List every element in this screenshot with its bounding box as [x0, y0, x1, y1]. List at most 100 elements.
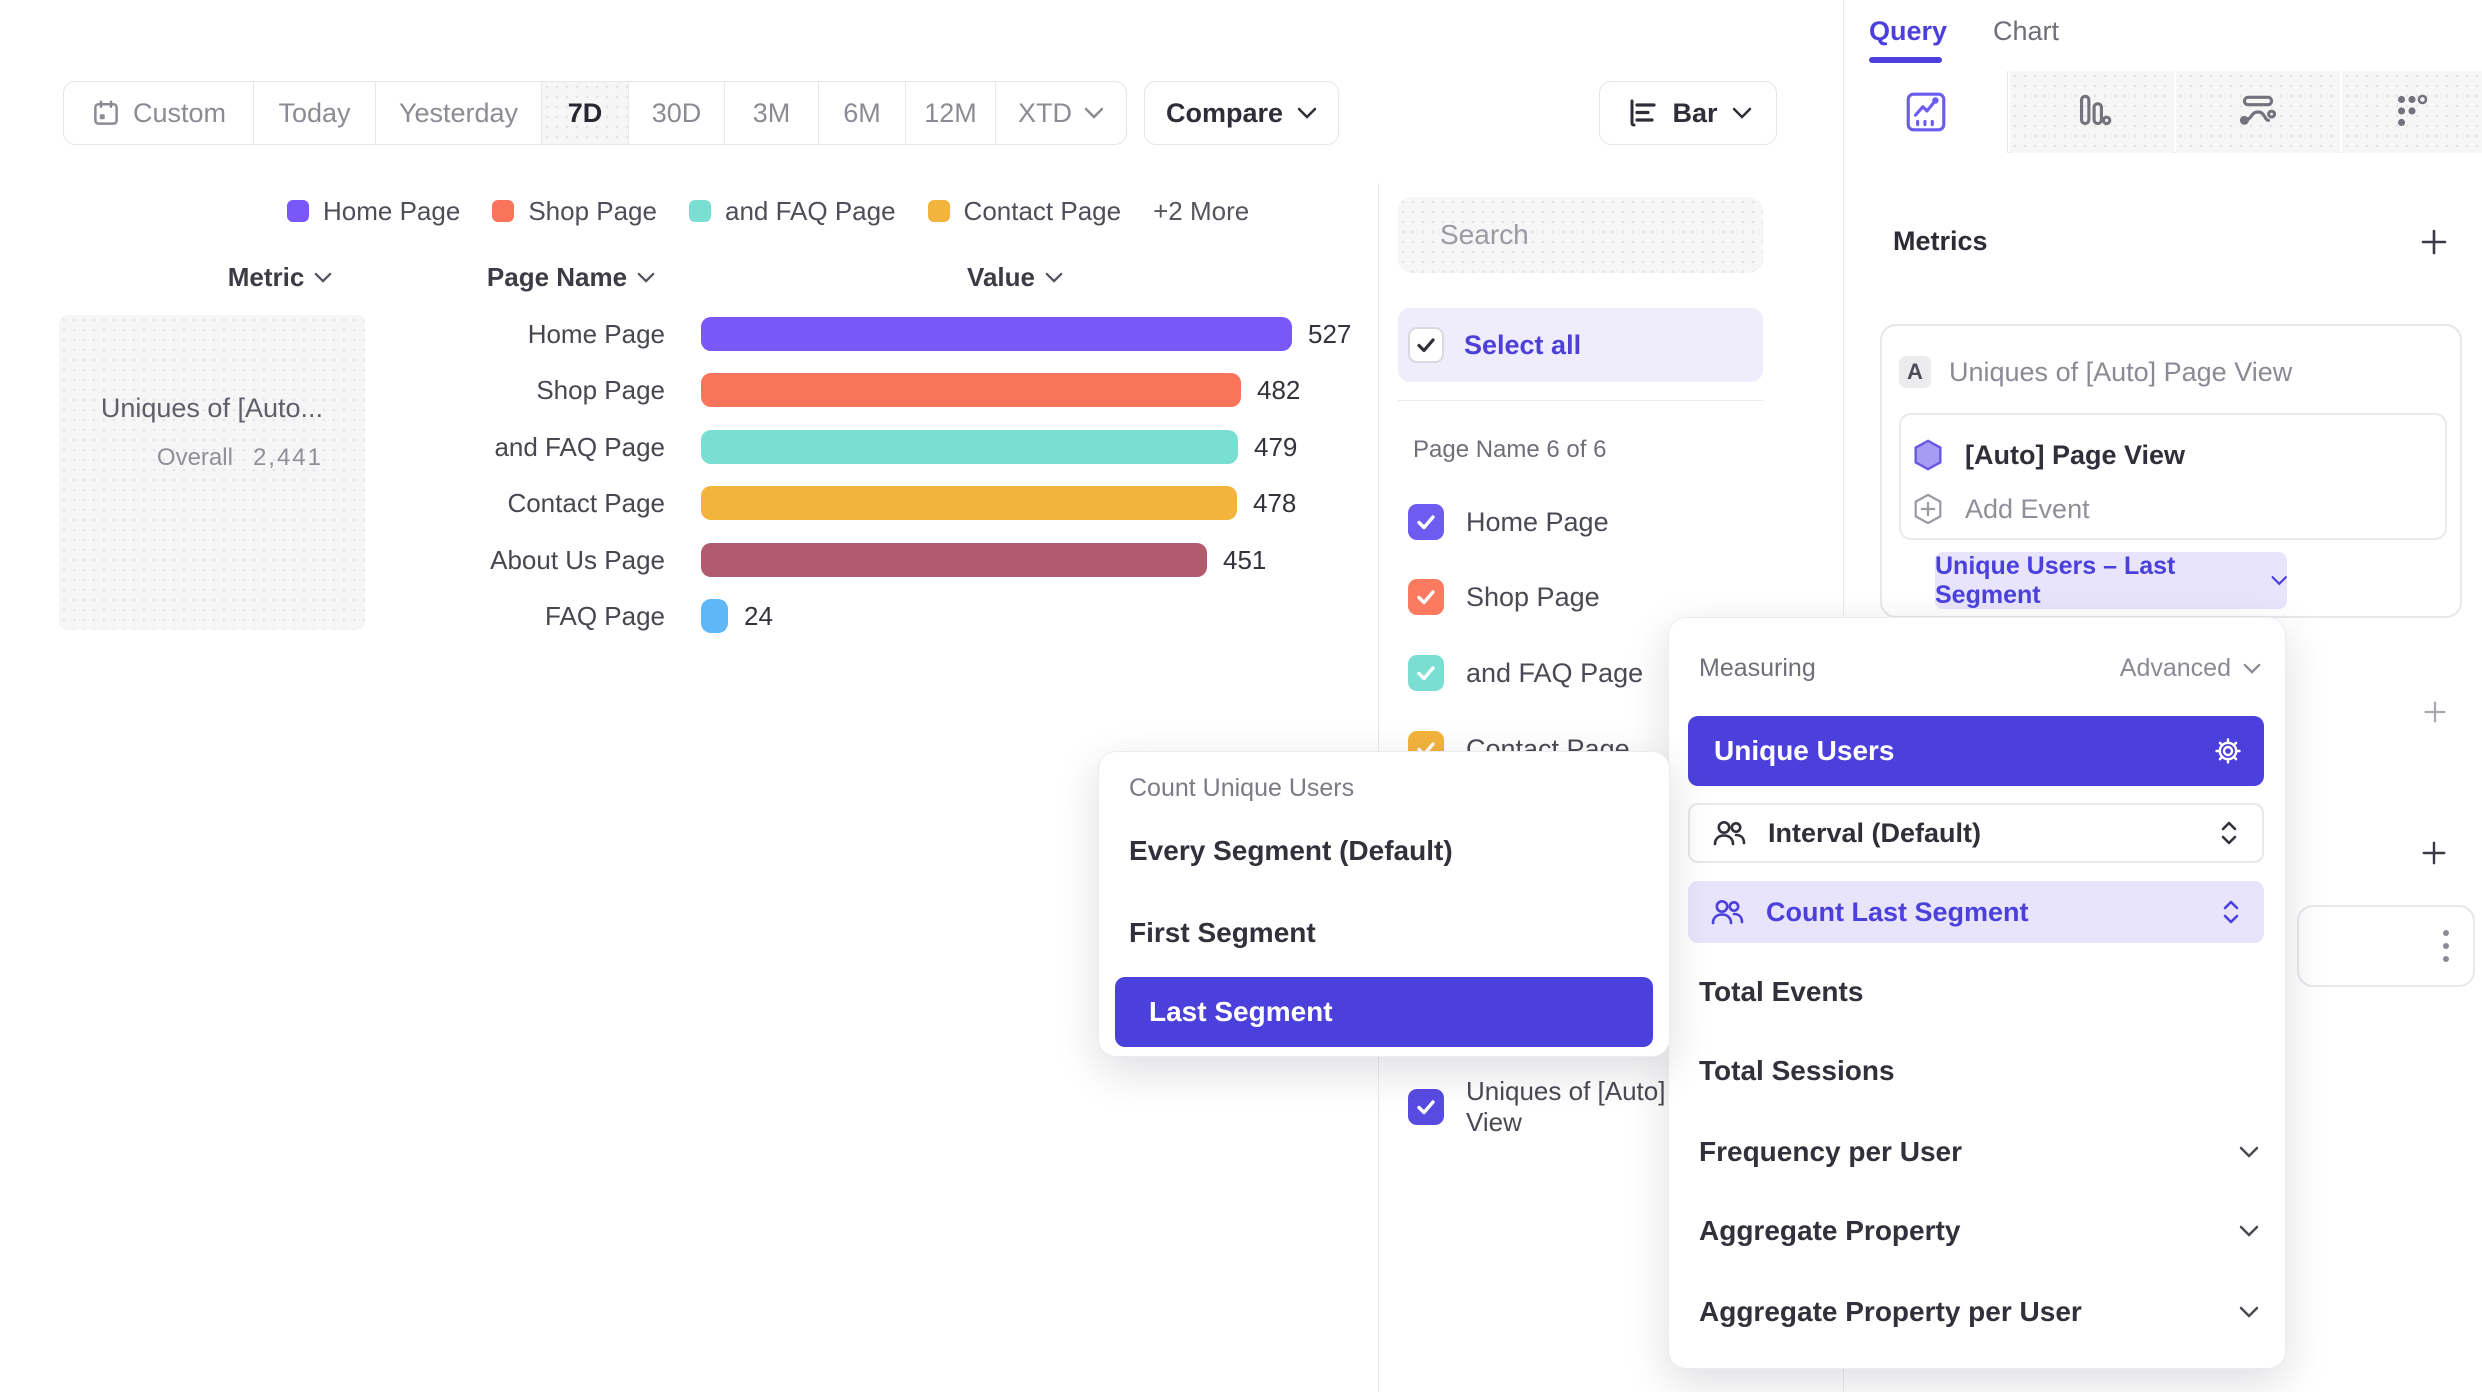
count-dropdown: Count Unique Users Every Segment (Defaul… [1098, 751, 1670, 1057]
select-all-checkbox[interactable] [1408, 327, 1444, 363]
report-type-insights[interactable] [1844, 71, 2009, 153]
chevron-down-icon [2239, 1225, 2259, 1237]
tab-query[interactable]: Query [1869, 16, 1948, 46]
count-last-segment-row[interactable]: Count Last Segment [1688, 881, 2264, 943]
bar-value: 479 [1254, 431, 1298, 462]
metrics-heading: Metrics [1893, 226, 1988, 256]
bar[interactable] [701, 486, 1237, 520]
people-icon [1711, 900, 1744, 925]
search-input[interactable] [1440, 219, 1801, 251]
range-today[interactable]: Today [253, 82, 375, 144]
metric-cell[interactable]: Uniques of [Auto... Overall 2,441 [59, 315, 365, 630]
checkbox[interactable] [1408, 504, 1444, 540]
compare-button[interactable]: Compare [1144, 81, 1339, 145]
gear-icon[interactable] [2214, 737, 2242, 765]
option-frequency-per-user[interactable]: Frequency per User [1699, 1132, 2259, 1172]
bar[interactable] [701, 543, 1207, 577]
bar[interactable] [701, 599, 728, 633]
chevron-down-icon [2271, 576, 2287, 586]
add-metric-button[interactable] [2420, 228, 2448, 261]
column-header-page-name[interactable]: Page Name [461, 262, 681, 293]
tab-chart[interactable]: Chart [1993, 16, 2060, 46]
bar-label: Contact Page [507, 487, 665, 518]
dropdown-title: Count Unique Users [1129, 774, 1355, 802]
bar[interactable] [701, 317, 1292, 351]
add-event-icon [1914, 493, 1942, 525]
column-header-value[interactable]: Value [915, 262, 1115, 293]
checkbox[interactable] [1408, 1089, 1444, 1125]
filter-item-uniques-metric[interactable]: Uniques of [Auto] View [1408, 1076, 1665, 1138]
checkbox[interactable] [1408, 579, 1444, 615]
column-header-metric[interactable]: Metric [180, 262, 380, 293]
report-type-funnels[interactable] [2010, 71, 2174, 153]
range-3m[interactable]: 3M [724, 82, 818, 144]
bar-value: 24 [744, 600, 773, 631]
range-7d[interactable]: 7D [541, 82, 628, 144]
legend-swatch [927, 200, 950, 222]
legend-more[interactable]: +2 More [1153, 195, 1250, 226]
metric-letter-badge: A [1899, 356, 1931, 388]
check-icon [1417, 666, 1435, 681]
add-filter-button[interactable] [2423, 700, 2447, 729]
more-options-icon[interactable] [2443, 930, 2449, 962]
option-total-events[interactable]: Total Events [1699, 976, 1864, 1007]
event-card: [Auto] Page View Add Event [1899, 413, 2447, 540]
legend-item[interactable]: and FAQ Page [688, 196, 896, 227]
measuring-selected-unique-users[interactable]: Unique Users [1688, 716, 2264, 786]
stepper-icon [2221, 821, 2237, 845]
add-breakdown-button[interactable] [2421, 840, 2447, 871]
option-last-segment-selected[interactable]: Last Segment [1115, 977, 1653, 1047]
bar-label: About Us Page [490, 544, 665, 575]
range-yesterday[interactable]: Yesterday [375, 82, 541, 144]
bar-label: FAQ Page [545, 600, 665, 631]
line-chart-icon [1906, 92, 1946, 132]
add-event-row[interactable]: Add Event [1913, 487, 2090, 531]
measuring-header: Measuring Advanced [1699, 654, 2261, 683]
flow-chart-icon [2240, 95, 2277, 125]
range-12m[interactable]: 12M [905, 82, 995, 144]
filter-item-shop-page[interactable]: Shop Page [1408, 579, 1600, 615]
bar[interactable] [701, 430, 1238, 464]
legend-item[interactable]: Contact Page [927, 196, 1121, 227]
chevron-down-icon [2239, 1306, 2259, 1318]
bar-value: 451 [1223, 544, 1267, 575]
option-aggregate-property-per-user[interactable]: Aggregate Property per User [1699, 1292, 2259, 1332]
legend-item[interactable]: Shop Page [492, 196, 657, 227]
metric-row-a[interactable]: A Uniques of [Auto] Page View [1899, 356, 2292, 388]
check-icon [1417, 338, 1435, 353]
breakdown-card [2297, 905, 2475, 987]
range-xtd[interactable]: XTD [995, 82, 1126, 144]
plus-icon [2421, 229, 2447, 255]
option-aggregate-property[interactable]: Aggregate Property [1699, 1211, 2259, 1251]
filter-item-and-faq-page[interactable]: and FAQ Page [1408, 655, 1643, 691]
range-6m[interactable]: 6M [818, 82, 905, 144]
option-total-sessions[interactable]: Total Sessions [1699, 1055, 1895, 1086]
interval-default-row[interactable]: Interval (Default) [1688, 803, 2264, 863]
checkbox[interactable] [1408, 655, 1444, 691]
bar-row: About Us Page 451 [425, 543, 1266, 577]
bar-value: 478 [1253, 487, 1297, 518]
option-every-segment[interactable]: Every Segment (Default) [1129, 835, 1453, 866]
report-type-flows[interactable] [2175, 71, 2341, 153]
range-custom[interactable]: Custom [64, 82, 253, 144]
range-30d[interactable]: 30D [628, 82, 724, 144]
bar-value: 482 [1257, 374, 1301, 405]
event-row[interactable]: [Auto] Page View [1913, 431, 2185, 479]
chevron-down-icon [2239, 1146, 2259, 1158]
report-type-strip [1844, 71, 2482, 153]
filter-item-home-page[interactable]: Home Page [1408, 504, 1609, 540]
report-type-retention[interactable] [2342, 71, 2482, 153]
aggregation-pill[interactable]: Unique Users – Last Segment [1935, 552, 2287, 609]
option-first-segment[interactable]: First Segment [1129, 917, 1316, 948]
chart-type-button[interactable]: Bar [1599, 81, 1777, 145]
legend-item[interactable]: Home Page [287, 196, 460, 227]
retention-dots-icon [2398, 94, 2428, 127]
metric-overall: Overall 2,441 [156, 444, 323, 471]
bar-label: and FAQ Page [494, 431, 665, 462]
bar[interactable] [701, 373, 1241, 407]
advanced-toggle[interactable]: Advanced [2120, 654, 2261, 683]
people-icon [1713, 821, 1746, 846]
select-all-row[interactable]: Select all [1398, 308, 1763, 382]
date-range-selector: Custom Today Yesterday 7D 30D 3M 6M 12M … [63, 81, 1127, 145]
